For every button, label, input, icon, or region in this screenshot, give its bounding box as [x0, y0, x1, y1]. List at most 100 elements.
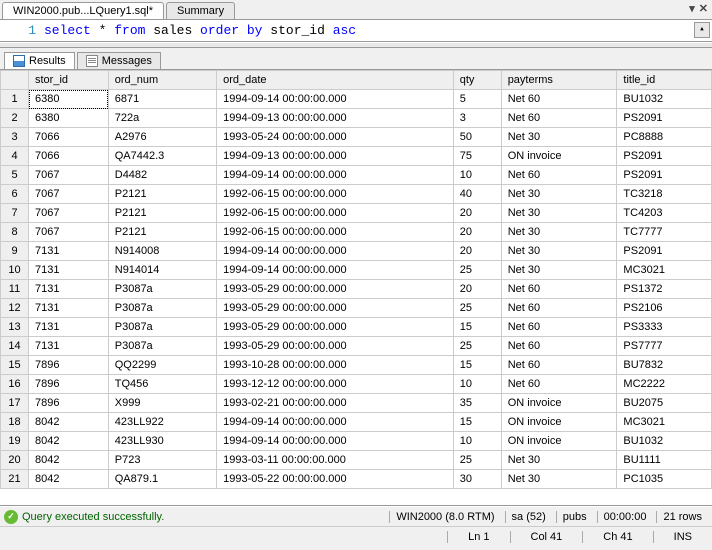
cell[interactable]: 423LL922: [108, 413, 216, 432]
cell[interactable]: 1992-06-15 00:00:00.000: [217, 223, 454, 242]
row-number[interactable]: 20: [1, 451, 29, 470]
row-number[interactable]: 15: [1, 356, 29, 375]
row-number[interactable]: 16: [1, 375, 29, 394]
cell[interactable]: 1993-05-29 00:00:00.000: [217, 299, 454, 318]
cell[interactable]: 1993-05-24 00:00:00.000: [217, 128, 454, 147]
table-row[interactable]: 57067D44821994-09-14 00:00:00.00010Net 6…: [1, 166, 712, 185]
cell[interactable]: BU2075: [617, 394, 712, 413]
cell[interactable]: 1994-09-14 00:00:00.000: [217, 90, 454, 109]
cell[interactable]: Net 60: [501, 90, 617, 109]
cell[interactable]: Net 30: [501, 128, 617, 147]
table-row[interactable]: 147131P3087a1993-05-29 00:00:00.00025Net…: [1, 337, 712, 356]
cell[interactable]: P3087a: [108, 318, 216, 337]
cell[interactable]: 10: [453, 375, 501, 394]
cell[interactable]: 1994-09-14 00:00:00.000: [217, 166, 454, 185]
cell[interactable]: PS2091: [617, 242, 712, 261]
cell[interactable]: Net 60: [501, 280, 617, 299]
row-number[interactable]: 7: [1, 204, 29, 223]
row-number[interactable]: 9: [1, 242, 29, 261]
cell[interactable]: QA7442.3: [108, 147, 216, 166]
table-row[interactable]: 137131P3087a1993-05-29 00:00:00.00015Net…: [1, 318, 712, 337]
cell[interactable]: 25: [453, 299, 501, 318]
cell[interactable]: 20: [453, 223, 501, 242]
table-row[interactable]: 107131N9140141994-09-14 00:00:00.00025Ne…: [1, 261, 712, 280]
cell[interactable]: Net 30: [501, 242, 617, 261]
row-number[interactable]: 19: [1, 432, 29, 451]
cell[interactable]: BU7832: [617, 356, 712, 375]
cell[interactable]: A2976: [108, 128, 216, 147]
cell[interactable]: 423LL930: [108, 432, 216, 451]
cell[interactable]: 1994-09-14 00:00:00.000: [217, 413, 454, 432]
cell[interactable]: 10: [453, 432, 501, 451]
cell[interactable]: 20: [453, 242, 501, 261]
cell[interactable]: 8042: [29, 470, 109, 489]
cell[interactable]: Net 30: [501, 470, 617, 489]
cell[interactable]: 7067: [29, 166, 109, 185]
cell[interactable]: 15: [453, 413, 501, 432]
cell[interactable]: 1994-09-13 00:00:00.000: [217, 109, 454, 128]
cell[interactable]: 1994-09-13 00:00:00.000: [217, 147, 454, 166]
cell[interactable]: QQ2299: [108, 356, 216, 375]
cell[interactable]: 1992-06-15 00:00:00.000: [217, 204, 454, 223]
cell[interactable]: QA879.1: [108, 470, 216, 489]
row-header-corner[interactable]: [1, 71, 29, 90]
cell[interactable]: P3087a: [108, 280, 216, 299]
cell[interactable]: 6380: [29, 90, 109, 109]
tab-results[interactable]: Results: [4, 52, 75, 69]
cell[interactable]: MC3021: [617, 261, 712, 280]
cell[interactable]: X999: [108, 394, 216, 413]
tab-close-icon[interactable]: ✕: [699, 2, 708, 15]
column-header[interactable]: stor_id: [29, 71, 109, 90]
cell[interactable]: 1992-06-15 00:00:00.000: [217, 185, 454, 204]
cell[interactable]: P2121: [108, 185, 216, 204]
cell[interactable]: Net 30: [501, 185, 617, 204]
cell[interactable]: PS2091: [617, 147, 712, 166]
cell[interactable]: PS2091: [617, 109, 712, 128]
table-row[interactable]: 97131N9140081994-09-14 00:00:00.00020Net…: [1, 242, 712, 261]
cell[interactable]: 7131: [29, 337, 109, 356]
table-row[interactable]: 77067P21211992-06-15 00:00:00.00020Net 3…: [1, 204, 712, 223]
cell[interactable]: 1994-09-14 00:00:00.000: [217, 242, 454, 261]
row-number[interactable]: 14: [1, 337, 29, 356]
cell[interactable]: PC1035: [617, 470, 712, 489]
cell[interactable]: Net 30: [501, 204, 617, 223]
cell[interactable]: N914008: [108, 242, 216, 261]
cell[interactable]: 5: [453, 90, 501, 109]
table-row[interactable]: 47066QA7442.31994-09-13 00:00:00.00075ON…: [1, 147, 712, 166]
cell[interactable]: Net 30: [501, 261, 617, 280]
row-number[interactable]: 5: [1, 166, 29, 185]
cell[interactable]: ON invoice: [501, 432, 617, 451]
cell[interactable]: BU1032: [617, 432, 712, 451]
cell[interactable]: ON invoice: [501, 394, 617, 413]
cell[interactable]: 15: [453, 318, 501, 337]
cell[interactable]: 25: [453, 261, 501, 280]
column-header[interactable]: qty: [453, 71, 501, 90]
cell[interactable]: ON invoice: [501, 413, 617, 432]
scroll-up-icon[interactable]: ▴: [694, 22, 710, 38]
cell[interactable]: PC8888: [617, 128, 712, 147]
cell[interactable]: 20: [453, 280, 501, 299]
cell[interactable]: PS7777: [617, 337, 712, 356]
row-number[interactable]: 3: [1, 128, 29, 147]
cell[interactable]: 40: [453, 185, 501, 204]
cell[interactable]: 1994-09-14 00:00:00.000: [217, 261, 454, 280]
cell[interactable]: 8042: [29, 451, 109, 470]
cell[interactable]: 1993-12-12 00:00:00.000: [217, 375, 454, 394]
cell[interactable]: Net 60: [501, 299, 617, 318]
cell[interactable]: 1993-05-22 00:00:00.000: [217, 470, 454, 489]
sql-editor[interactable]: 1 select * from sales order by stor_id a…: [0, 20, 712, 42]
cell[interactable]: 7131: [29, 261, 109, 280]
cell[interactable]: 7066: [29, 128, 109, 147]
cell[interactable]: 1993-02-21 00:00:00.000: [217, 394, 454, 413]
cell[interactable]: MC3021: [617, 413, 712, 432]
cell[interactable]: 7066: [29, 147, 109, 166]
cell[interactable]: 7131: [29, 299, 109, 318]
cell[interactable]: Net 30: [501, 451, 617, 470]
row-number[interactable]: 8: [1, 223, 29, 242]
cell[interactable]: 7067: [29, 204, 109, 223]
cell[interactable]: 7896: [29, 356, 109, 375]
column-header[interactable]: payterms: [501, 71, 617, 90]
cell[interactable]: ON invoice: [501, 147, 617, 166]
tab-dropdown-icon[interactable]: ▾: [689, 2, 695, 15]
cell[interactable]: 1993-05-29 00:00:00.000: [217, 280, 454, 299]
